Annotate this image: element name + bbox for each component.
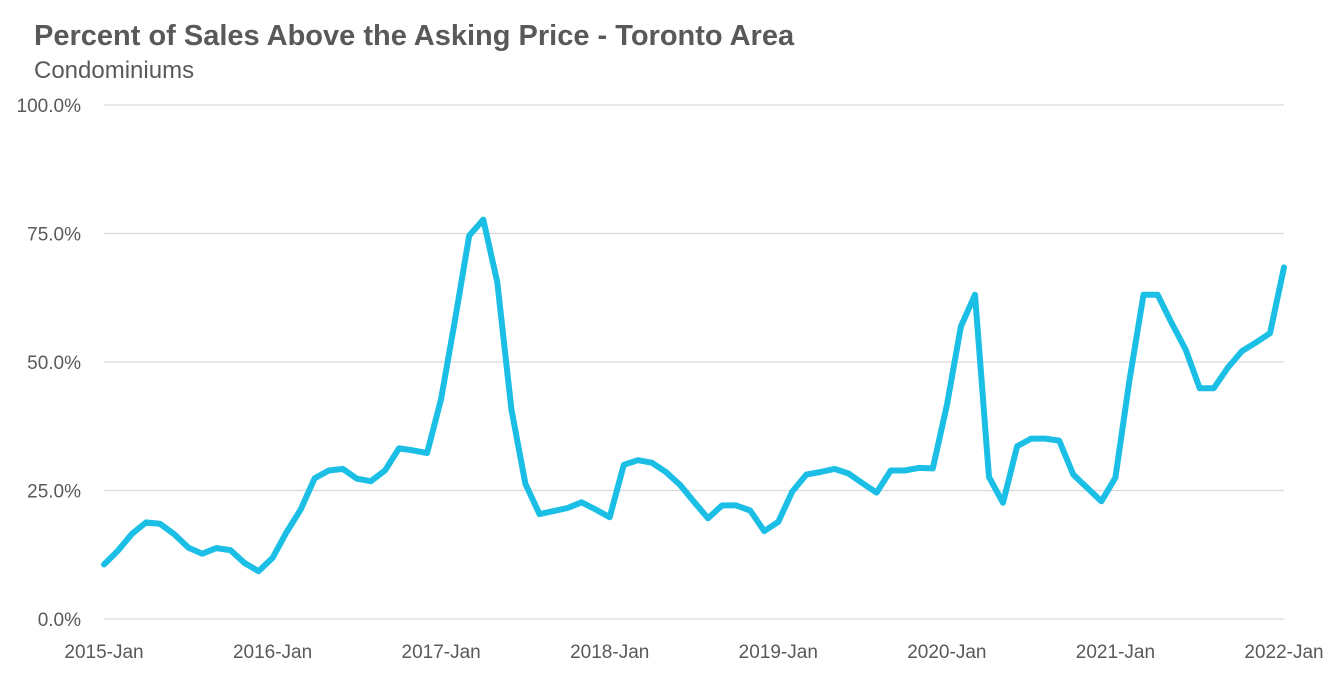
y-tick-label: 0.0% [38,610,81,631]
x-tick-label: 2019-Jan [739,642,818,663]
x-axis: 2015-Jan 2016-Jan 2017-Jan 2018-Jan 2019-Jan… [64,642,1323,663]
x-tick-label: 2020-Jan [907,642,986,663]
y-tick-label: 100.0% [17,96,82,117]
x-tick-label: 2015-Jan [64,642,143,663]
chart-title: Percent of Sales Above the Asking Price … [34,20,795,52]
series-layer [101,216,1287,575]
y-tick-label: 25.0% [27,482,81,503]
y-axis: 0.0% 25.0% 50.0% 75.0% 100.0% [17,96,82,631]
x-tick-label: 2018-Jan [570,642,649,663]
y-tick-label: 50.0% [27,353,81,374]
x-tick-label: 2021-Jan [1076,642,1155,663]
series-line [101,216,1287,575]
chart-subtitle: Condominiums [34,57,195,84]
x-tick-label: 2017-Jan [402,642,481,663]
x-tick-label: 2016-Jan [233,642,312,663]
x-tick-label: 2022-Jan [1244,642,1323,663]
y-tick-label: 75.0% [27,225,81,246]
